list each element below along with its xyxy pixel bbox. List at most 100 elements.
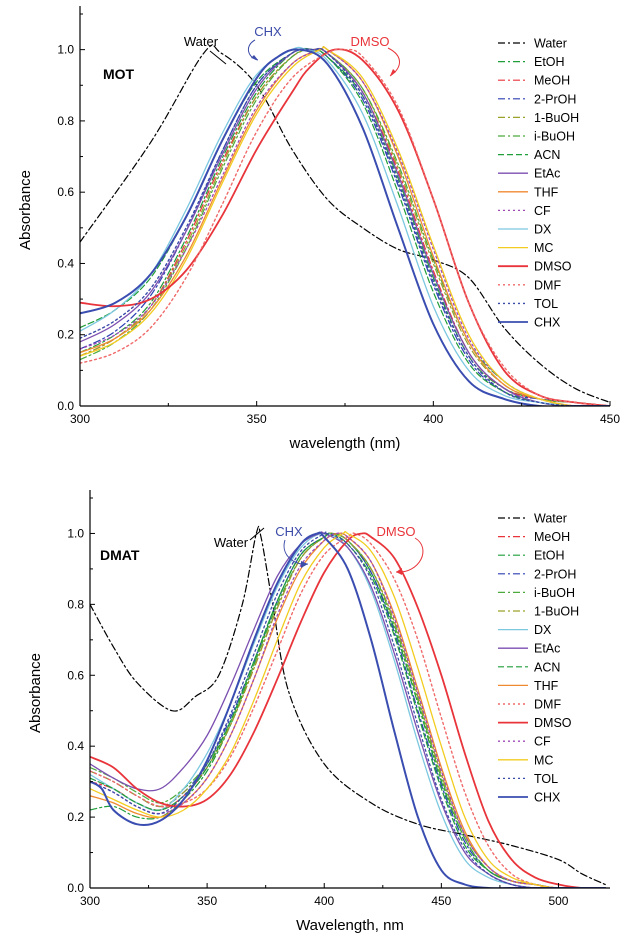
series-line-dx (80, 46, 610, 406)
legend-label-2-proh: 2-PrOH (534, 92, 576, 106)
callout-arrowhead (301, 561, 308, 568)
x-tick-label: 400 (314, 894, 334, 908)
callout-arrow (395, 537, 424, 573)
series-line-water (80, 44, 610, 403)
x-tick-label: 400 (423, 412, 443, 426)
series-line-thf (80, 46, 610, 406)
y-tick-label: 0.2 (67, 810, 84, 824)
legend-label-mc: MC (534, 241, 553, 255)
series-line-tol (90, 531, 606, 888)
y-axis-title: Absorbance (27, 653, 44, 733)
legend-label-dmso: DMSO (534, 260, 572, 274)
series-line-etoh (80, 47, 610, 406)
x-tick-label: 450 (431, 894, 451, 908)
legend-label-meoh: MeOH (534, 530, 570, 544)
y-tick-label: 1.0 (67, 526, 84, 540)
series-line-etoh (90, 532, 606, 888)
y-tick-label: 0.6 (67, 668, 84, 682)
legend-label-acn: ACN (534, 660, 560, 674)
series-line-tol (80, 47, 610, 406)
series-line-2-proh (90, 532, 606, 888)
y-tick-label: 0.2 (57, 328, 74, 342)
callout-water: Water (184, 34, 227, 65)
legend-label-2-proh: 2-PrOH (534, 567, 576, 581)
legend-label-etoh: EtOH (534, 55, 565, 69)
legend-label-thf: THF (534, 679, 559, 693)
callout-arrow (249, 527, 265, 541)
legend-label-acn: ACN (534, 148, 560, 162)
series-line-1-buoh (90, 532, 606, 888)
callout-label: Water (184, 34, 219, 49)
series-line-mc (90, 530, 606, 888)
series-line-i-buoh (90, 532, 606, 888)
legend-label-dx: DX (534, 623, 552, 637)
series-line-etac (80, 48, 610, 406)
x-tick-label: 300 (80, 894, 100, 908)
legend-label-chx: CHX (534, 316, 561, 330)
y-tick-label: 0.4 (57, 256, 74, 270)
series-line-2-proh (80, 48, 610, 406)
series-line-water (90, 525, 606, 886)
legend-label-chx: CHX (534, 791, 561, 805)
legend-label-water: Water (534, 37, 567, 51)
legend-label-1-buoh: 1-BuOH (534, 111, 579, 125)
series-line-i-buoh (80, 48, 610, 406)
plot-area (80, 44, 610, 406)
x-axis-title: wavelength (nm) (289, 435, 401, 452)
series-line-chx (90, 531, 607, 888)
callout-label: DMSO (377, 524, 416, 539)
legend-label-cf: CF (534, 204, 551, 218)
x-tick-label: 350 (247, 412, 267, 426)
y-tick-label: 0.0 (67, 881, 84, 895)
x-tick-label: 300 (70, 412, 90, 426)
series-line-acn (90, 532, 606, 888)
panel-label: MOT (103, 66, 135, 82)
series-line-1-buoh (80, 48, 610, 406)
series-line-meoh (80, 47, 610, 406)
y-tick-label: 1.0 (57, 43, 74, 57)
legend-label-tol: TOL (534, 297, 558, 311)
x-tick-label: 450 (600, 412, 620, 426)
callout-arrowhead (396, 568, 402, 575)
series-line-cf (90, 532, 606, 888)
series-line-dmf (90, 532, 606, 888)
legend-label-etac: EtAc (534, 642, 560, 656)
series-line-chx (80, 48, 610, 406)
series-line-etac (90, 531, 606, 888)
series-line-dmf (80, 48, 610, 406)
legend-label-mc: MC (534, 753, 553, 767)
series-line-acn (80, 48, 610, 406)
legend-label-meoh: MeOH (534, 74, 570, 88)
series-line-dx (90, 532, 606, 888)
callout-dmso: DMSO (351, 34, 400, 77)
series-line-dmso (90, 532, 607, 888)
legend-label-i-buoh: i-BuOH (534, 130, 575, 144)
legend-label-thf: THF (534, 185, 559, 199)
x-tick-label: 500 (548, 894, 568, 908)
callout-arrow (209, 50, 227, 65)
legend-label-dmf: DMF (534, 698, 561, 712)
y-tick-label: 0.4 (67, 739, 84, 753)
legend-label-cf: CF (534, 735, 551, 749)
y-tick-label: 0.8 (67, 597, 84, 611)
chart-dmat: 300 350 400 450 500 0.0 0.2 0.4 0.6 0.8 1.0 Wavelen… (27, 490, 610, 934)
y-tick-label: 0.8 (57, 114, 74, 128)
legend: Water MeOH EtOH 2-PrOH i-BuOH 1-BuOH DX EtAc ACN… (498, 512, 579, 805)
legend-label-i-buoh: i-BuOH (534, 586, 575, 600)
callout-chx: CHX (275, 524, 309, 568)
callout-water: Water (214, 527, 265, 550)
callout-arrowhead (390, 69, 396, 76)
legend-label-dmso: DMSO (534, 716, 572, 730)
legend-label-dx: DX (534, 223, 552, 237)
panel-label: DMAT (100, 547, 140, 563)
series-line-mc (80, 46, 610, 406)
chart-mot: 300 350 400 450 0.0 0.2 0.4 0.6 0.8 1.0 wavelength… (17, 6, 620, 452)
x-axis-title: Wavelength, nm (296, 917, 404, 934)
series-line-thf (90, 532, 606, 888)
y-tick-label: 0.0 (57, 399, 74, 413)
legend-label-water: Water (534, 512, 567, 526)
callout-label: CHX (275, 524, 303, 539)
callout-label: DMSO (351, 34, 390, 49)
series-line-dmso (80, 48, 610, 406)
callout-arrowhead (251, 55, 258, 60)
